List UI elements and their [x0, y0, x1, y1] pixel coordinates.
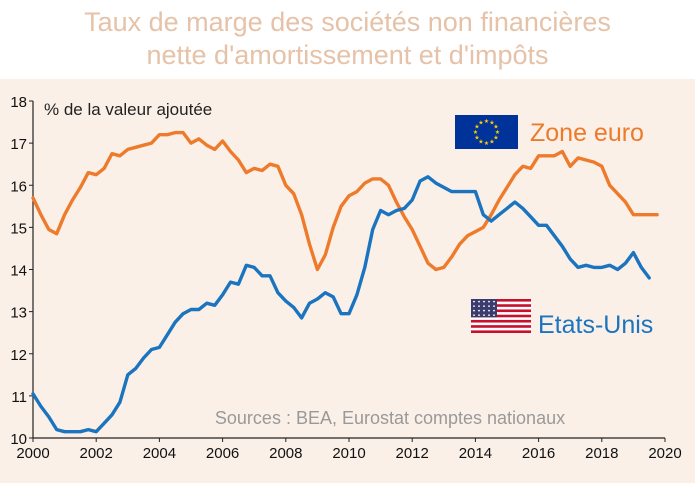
- x-tick-label: 2008: [269, 445, 302, 462]
- x-tick-label: 2014: [459, 445, 492, 462]
- eu-flag-icon: ★ ★★★★★★★★★★★: [455, 115, 518, 149]
- legend-zone-euro: ★ ★★★★★★★★★★★ Zone euro: [455, 115, 644, 149]
- series-line-eu: [31, 130, 659, 272]
- x-tick-label: 2004: [143, 445, 176, 462]
- series-line-us: [31, 175, 651, 434]
- source-note: Sources : BEA, Eurostat comptes nationau…: [215, 408, 565, 428]
- eu-star: ★: [474, 124, 479, 131]
- eu-star: ★: [484, 140, 489, 147]
- x-tick-label: 2006: [206, 445, 239, 462]
- x-tick-label: 2010: [332, 445, 365, 462]
- y-tick-label: 16: [10, 178, 27, 195]
- eu-star: ★: [493, 124, 498, 131]
- y-tick-label: 17: [10, 136, 27, 153]
- chart-title-line-2: nette d'amortissement et d'impôts: [146, 40, 549, 70]
- eu-star: ★: [484, 118, 489, 125]
- x-tick-label: 2000: [16, 445, 49, 462]
- eu-star: ★: [489, 139, 494, 146]
- line-chart: 10 11 12 13 14 15 16 17 18 2000 2002 2004 2006 2008 20…: [10, 94, 681, 462]
- x-tick-label: 2020: [648, 445, 681, 462]
- x-tick-label: 2002: [80, 445, 113, 462]
- legend-label-etats-unis: Etats-Unis: [538, 311, 653, 339]
- y-tick-label: 13: [10, 305, 27, 322]
- us-flag-icon: [471, 299, 531, 333]
- chart-panel: 10 11 12 13 14 15 16 17 18 2000 2002 2004 2006 2008 20…: [0, 79, 695, 483]
- legend-label-zone-euro: Zone euro: [530, 119, 644, 147]
- x-tick-label: 2016: [522, 445, 555, 462]
- x-tick-label: 2018: [585, 445, 618, 462]
- y-axis-label: % de la valeur ajoutée: [44, 100, 212, 119]
- y-tick-label: 18: [10, 94, 27, 111]
- x-tick-label: 2012: [396, 445, 429, 462]
- eu-star: ★: [493, 135, 498, 142]
- y-tick-label: 12: [10, 347, 27, 364]
- legend-etats-unis: Etats-Unis: [471, 299, 653, 339]
- y-tick-label: 14: [10, 263, 27, 280]
- y-tick-label: 15: [10, 220, 27, 237]
- chart-title-line-1: Taux de marge des sociétés non financièr…: [84, 7, 611, 37]
- eu-star: ★: [495, 129, 500, 136]
- eu-star: ★: [489, 120, 494, 127]
- eu-star: ★: [478, 120, 483, 127]
- y-tick-label: 11: [11, 389, 27, 406]
- eu-star: ★: [473, 129, 478, 136]
- eu-star: ★: [478, 139, 483, 146]
- chart-title: Taux de marge des sociétés non financièr…: [0, 6, 695, 72]
- y-tick-label: 10: [10, 431, 27, 448]
- eu-star: ★: [474, 135, 479, 142]
